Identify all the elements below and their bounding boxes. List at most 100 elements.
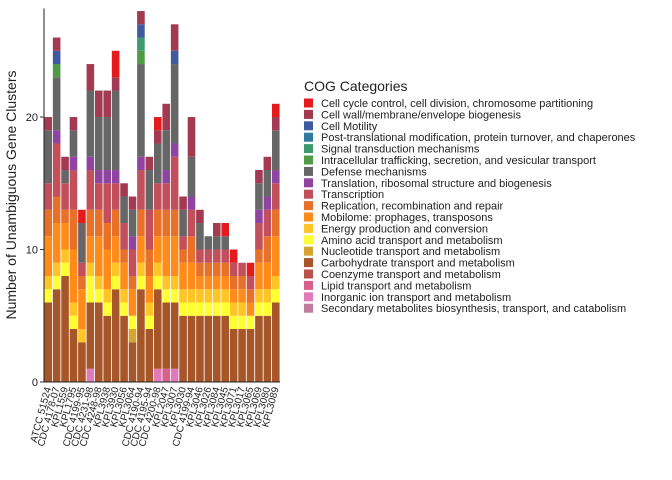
- bar-segment: [52, 37, 61, 51]
- bar-segment: [69, 156, 78, 171]
- bar-segment: [179, 236, 187, 250]
- bar-segment: [94, 276, 103, 290]
- bar-segment: [94, 90, 103, 118]
- bar-segment: [170, 209, 179, 237]
- legend-swatch: [304, 98, 313, 108]
- legend-label: Mobilome: prophages, transposons: [321, 212, 493, 224]
- bar-segment: [255, 209, 263, 224]
- bar-segment: [86, 90, 95, 157]
- bar-segment: [103, 302, 112, 316]
- bar-segment: [61, 249, 69, 263]
- legend-label: Coenzyme transport and metabolism: [321, 269, 501, 281]
- bar-segment: [137, 209, 145, 237]
- bar-segment: [145, 249, 154, 277]
- bar-segment: [255, 170, 263, 184]
- bar-segment: [238, 315, 246, 330]
- bar-segment: [238, 302, 246, 316]
- bar-segment: [128, 196, 137, 210]
- bar-segment: [221, 249, 230, 263]
- bar-segment: [271, 117, 280, 131]
- legend-swatch: [304, 258, 313, 268]
- bar-segment: [69, 117, 78, 131]
- y-tick-label: 10: [26, 245, 38, 257]
- bar-segment: [52, 289, 61, 382]
- bar-segment: [271, 289, 280, 303]
- bar-segment: [246, 289, 255, 303]
- bar-segment: [271, 236, 280, 277]
- bar-segment: [170, 50, 179, 65]
- bar-segment: [162, 236, 171, 277]
- bar-segment: [44, 302, 53, 382]
- bar-segment: [86, 302, 95, 369]
- bar-segment: [238, 262, 246, 277]
- bar-segment: [162, 209, 171, 237]
- y-axis-title: Number of Unambiguous Gene Clusters: [3, 70, 19, 319]
- bar-segment: [145, 302, 154, 316]
- legend-label: Nucleotide transport and metabolism: [321, 246, 500, 258]
- bar-segment: [78, 276, 86, 290]
- bar-segment: [120, 302, 128, 316]
- bar-segment: [103, 223, 112, 250]
- bar-segment: [187, 209, 196, 237]
- bar-segment: [52, 196, 61, 224]
- bar-segment: [179, 289, 187, 303]
- bar-segment: [271, 183, 280, 210]
- bar-segment: [204, 262, 213, 277]
- bar-segment: [153, 236, 162, 263]
- bar-segment: [137, 11, 145, 25]
- bar-segment: [263, 262, 272, 290]
- bar-segment: [128, 315, 137, 330]
- bar-segment: [120, 183, 128, 197]
- bar-segment: [69, 302, 78, 316]
- bar-segment: [271, 103, 280, 118]
- bar-segment: [78, 223, 86, 263]
- bar-segment: [120, 196, 128, 224]
- bar-segment: [103, 117, 112, 171]
- bar-segment: [170, 64, 179, 144]
- bar-segment: [44, 209, 53, 237]
- legend-swatch: [304, 280, 313, 290]
- bar-segment: [120, 249, 128, 263]
- bar-segment: [61, 209, 69, 224]
- bar-segment: [153, 368, 162, 382]
- bar-segment: [120, 315, 128, 382]
- bar-segment: [229, 302, 238, 316]
- bar-segment: [187, 302, 196, 316]
- bar-segment: [94, 289, 103, 303]
- legend-swatch: [304, 246, 313, 256]
- bar-segment: [44, 117, 53, 131]
- bar-segment: [137, 262, 145, 277]
- bar-segment: [61, 183, 69, 210]
- bar-segment: [212, 262, 221, 277]
- bar-segment: [179, 196, 187, 210]
- bar-segment: [179, 249, 187, 263]
- bar-segment: [103, 289, 112, 303]
- bar-segment: [162, 368, 171, 382]
- legend-swatch: [304, 292, 313, 302]
- legend-swatch: [304, 109, 313, 119]
- bar-segment: [137, 50, 145, 65]
- bar-segment: [94, 170, 103, 184]
- bar-segment: [187, 315, 196, 382]
- bar-segment: [94, 117, 103, 171]
- bar-segment: [137, 156, 145, 171]
- bar-segment: [162, 103, 171, 131]
- bar-segment: [221, 302, 230, 316]
- bar-segment: [255, 302, 263, 316]
- bar-segment: [128, 276, 137, 290]
- bar-segment: [187, 236, 196, 263]
- bar-segment: [263, 170, 272, 197]
- legend-swatch: [304, 121, 313, 131]
- bar-segment: [120, 262, 128, 290]
- bar-segment: [179, 302, 187, 316]
- bar-segment: [145, 329, 154, 382]
- legend-title: COG Categories: [304, 78, 407, 94]
- bar-segment: [196, 262, 204, 277]
- bar-segment: [255, 315, 263, 382]
- bar-segment: [187, 117, 196, 157]
- bar-segment: [86, 170, 95, 210]
- bar-segment: [103, 170, 112, 184]
- bar-segment: [162, 130, 171, 171]
- bar-segment: [78, 342, 86, 382]
